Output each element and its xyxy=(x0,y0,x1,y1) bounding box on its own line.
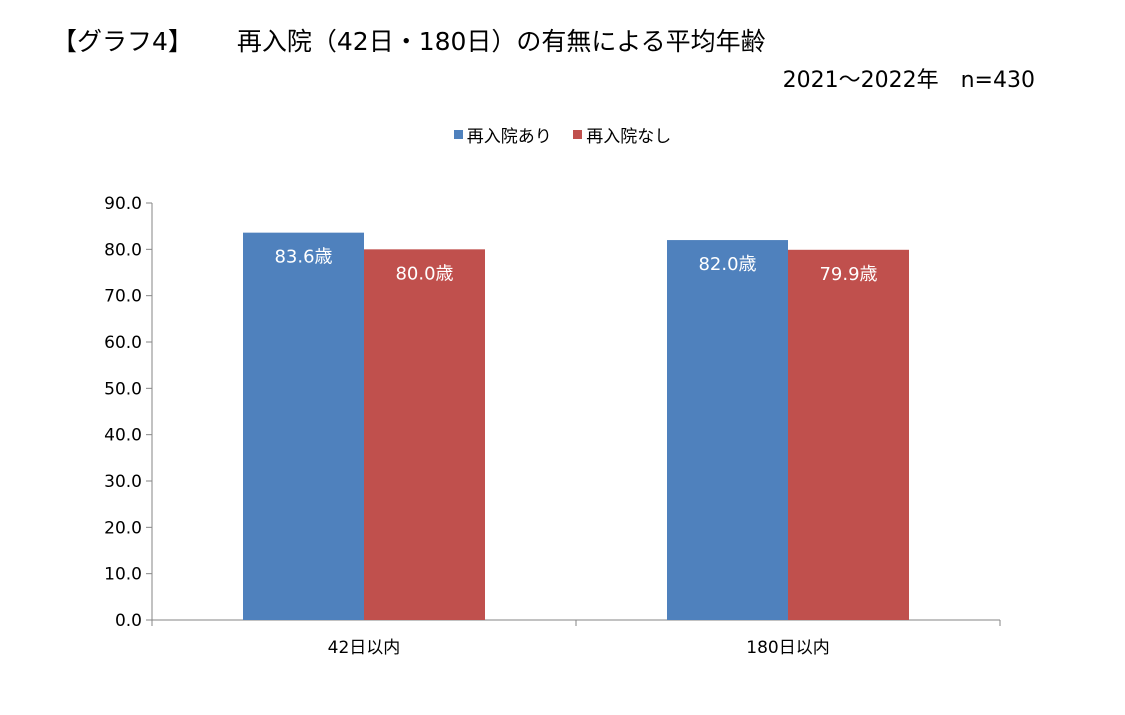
legend-item-readmit-no: 再入院なし xyxy=(573,122,671,147)
y-tick-label: 20.0 xyxy=(104,518,142,538)
y-tick-label: 50.0 xyxy=(104,379,142,399)
y-tick-label: 0.0 xyxy=(115,611,142,631)
data-label: 82.0歳 xyxy=(698,254,756,275)
bar xyxy=(667,240,788,621)
chart-title: 【グラフ4】 再入院（42日・180日）の有無による平均年齢 xyxy=(52,22,766,58)
chart-subtitle: 2021～2022年 n=430 xyxy=(782,68,1035,93)
y-tick-label: 80.0 xyxy=(104,240,142,260)
legend-item-readmit-yes: 再入院あり xyxy=(453,122,552,147)
bar xyxy=(788,249,909,620)
bar xyxy=(243,232,364,621)
y-tick-label: 10.0 xyxy=(104,565,142,585)
legend: 再入院あり 再入院なし xyxy=(0,122,1125,147)
bar xyxy=(364,249,485,621)
chart-title-text: 再入院（42日・180日）の有無による平均年齢 xyxy=(236,27,766,56)
category-label: 42日以内 xyxy=(328,638,401,658)
y-tick-label: 70.0 xyxy=(104,287,142,307)
data-label: 83.6歳 xyxy=(274,247,332,268)
y-tick-label: 30.0 xyxy=(104,472,142,492)
data-label: 79.9歳 xyxy=(819,264,877,285)
data-label: 80.0歳 xyxy=(395,263,453,284)
y-tick-label: 60.0 xyxy=(104,333,142,353)
y-tick-label: 40.0 xyxy=(104,426,142,446)
legend-label-readmit-yes: 再入院あり xyxy=(466,127,552,147)
category-label: 180日以内 xyxy=(746,638,829,658)
legend-swatch-readmit-yes xyxy=(453,130,463,139)
y-tick-label: 90.0 xyxy=(104,194,142,214)
legend-swatch-readmit-no xyxy=(573,130,583,139)
legend-label-readmit-no: 再入院なし xyxy=(586,127,672,147)
chart-tag: 【グラフ4】 xyxy=(52,27,193,56)
